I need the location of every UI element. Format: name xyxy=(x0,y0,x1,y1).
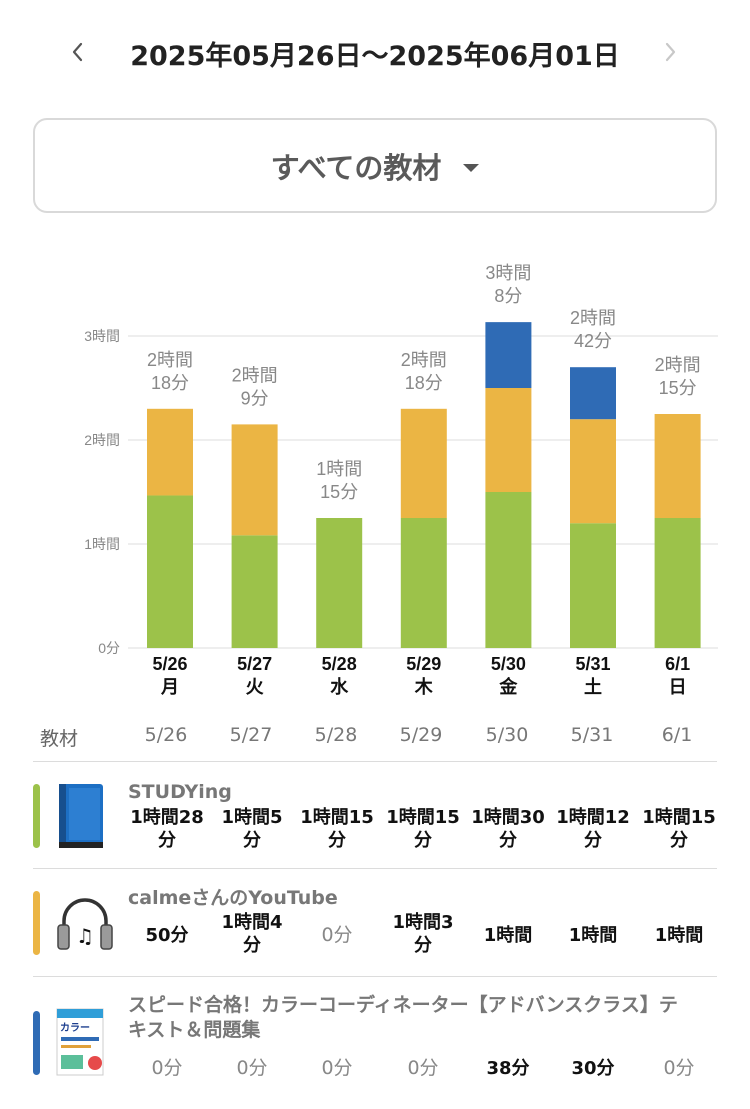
x-tick-label: 6/1 xyxy=(665,654,690,674)
time-cell: 1時間5 分 xyxy=(221,807,283,851)
x-tick-label: 5/27 xyxy=(237,654,272,674)
bar-segment xyxy=(147,495,193,648)
x-weekday-label: 水 xyxy=(330,676,349,697)
date-range-title: 2025年05月26日〜2025年06月01日 xyxy=(130,41,620,72)
color-indicator xyxy=(33,891,40,955)
bar-segment xyxy=(231,535,278,648)
time-cell: 1時間15 分 xyxy=(642,807,716,851)
column-header-date: 5/30 xyxy=(485,724,529,746)
bar-total-label: 8分 xyxy=(494,286,522,306)
chevron-right-icon[interactable] xyxy=(654,32,690,72)
column-header-date: 5/29 xyxy=(399,724,443,746)
header: 2025年05月26日〜2025年06月01日 xyxy=(0,0,750,100)
material-row-youtube[interactable]: ♫ calmeさんのYouTube 50分 1時間4 分 0分 1時間3 分 1時間… xyxy=(33,868,717,976)
material-filter-label: すべての教材 xyxy=(270,150,442,185)
y-tick-label: 0分 xyxy=(98,640,120,656)
table-header: 教材 5/26 5/27 5/28 5/29 5/30 5/31 6/1 xyxy=(0,720,750,760)
x-tick-label: 5/29 xyxy=(406,654,441,674)
bar-segment xyxy=(400,408,447,518)
time-cell: 0分 xyxy=(321,924,353,946)
chevron-left-icon[interactable] xyxy=(60,32,96,72)
time-cell: 1時間30 分 xyxy=(471,807,545,851)
time-cell: 1時間 xyxy=(654,925,704,946)
bar-segment xyxy=(654,414,701,518)
material-filter-dropdown[interactable]: すべての教材 xyxy=(33,118,717,213)
bar-segment xyxy=(570,419,616,524)
time-cell: 1時間15 分 xyxy=(386,807,460,851)
bar-segment xyxy=(570,523,616,648)
material-name: calmeさんのYouTube xyxy=(128,887,338,909)
time-cell: 1時間4 分 xyxy=(221,912,283,956)
time-cell: 1時間15 分 xyxy=(300,807,374,851)
column-header-date: 5/31 xyxy=(570,724,614,746)
x-weekday-label: 金 xyxy=(498,676,518,697)
bar-segment xyxy=(570,367,616,420)
x-tick-label: 5/30 xyxy=(491,654,526,674)
bar-total-label: 18分 xyxy=(405,373,443,393)
column-header-date: 5/28 xyxy=(314,724,358,746)
bar-total-label: 18分 xyxy=(151,373,189,393)
y-tick-label: 1時間 xyxy=(84,536,120,552)
headphones-icon: ♫ xyxy=(57,898,113,950)
bar-total-label: 2時間 xyxy=(570,308,616,328)
x-tick-label: 5/26 xyxy=(152,654,187,674)
study-time-chart: 0分 1時間 2時間 3時間 2時間 18分 5/26 月 2時間 9分 5/27 火 1時間 15分 5/… xyxy=(84,263,718,697)
time-cell: 0分 xyxy=(151,1057,183,1079)
x-tick-label: 5/31 xyxy=(575,654,610,674)
x-weekday-label: 火 xyxy=(246,677,265,697)
bar-total-label: 2時間 xyxy=(401,350,447,370)
time-cell: 0分 xyxy=(407,1057,439,1079)
time-cell: 1時間3 分 xyxy=(392,912,454,956)
time-cell: 1時間 xyxy=(483,925,533,946)
x-weekday-label: 木 xyxy=(414,676,434,697)
material-row-studying[interactable]: STUDYing 1時間28 分 1時間5 分 1時間15 分 1時間15 分 1時間3… xyxy=(33,761,717,868)
bar-total-label: 1時間 xyxy=(316,459,362,479)
book-icon xyxy=(59,784,103,848)
column-header-date: 6/1 xyxy=(661,724,693,746)
color-indicator xyxy=(33,784,40,848)
bar-total-label: 15分 xyxy=(320,482,358,502)
bar-total-label: 9分 xyxy=(241,388,269,408)
bar-total-label: 42分 xyxy=(574,331,612,351)
material-name: STUDYing xyxy=(128,781,232,803)
svg-text:カラー: カラー xyxy=(60,1022,90,1034)
bar-total-label: 2時間 xyxy=(232,365,278,385)
time-cell: 38分 xyxy=(486,1058,530,1079)
x-weekday-label: 月 xyxy=(160,677,179,697)
column-header-material: 教材 xyxy=(40,728,79,750)
time-cell: 0分 xyxy=(321,1057,353,1079)
y-tick-label: 2時間 xyxy=(84,432,120,448)
column-header-date: 5/27 xyxy=(229,724,273,746)
bar-segment xyxy=(485,388,532,492)
column-header-date: 5/26 xyxy=(144,724,188,746)
time-cell: 30分 xyxy=(571,1058,615,1079)
caret-down-icon xyxy=(463,163,480,172)
bar-total-label: 2時間 xyxy=(655,355,701,375)
bar-total-label: 3時間 xyxy=(485,263,531,283)
bar-segment xyxy=(654,518,701,648)
bar-segment xyxy=(231,424,278,536)
bar-total-label: 2時間 xyxy=(147,350,193,370)
bar-segment xyxy=(147,408,193,496)
svg-text:♫: ♫ xyxy=(76,924,94,948)
bar-segment xyxy=(485,322,532,388)
time-cell: 0分 xyxy=(236,1057,268,1079)
time-cell: 0分 xyxy=(663,1057,695,1079)
x-tick-label: 5/28 xyxy=(322,654,357,674)
time-cell: 50分 xyxy=(145,925,189,946)
book-cover-icon: カラー xyxy=(56,1008,104,1076)
time-cell: 1時間12 分 xyxy=(556,807,630,851)
material-name: スピード合格！カラーコーディネーター【アドバンスクラス】テ キスト＆問題集 xyxy=(128,994,678,1041)
x-weekday-label: 日 xyxy=(669,677,687,697)
material-row-textbook[interactable]: カラー スピード合格！カラーコーディネーター【アドバンスクラス】テ キスト＆問題… xyxy=(33,976,717,1109)
bar-segment xyxy=(316,518,363,648)
bar-segment xyxy=(400,518,447,648)
y-tick-label: 3時間 xyxy=(84,328,120,344)
time-cell: 1時間 xyxy=(568,925,618,946)
color-indicator xyxy=(33,1011,40,1075)
bar-total-label: 15分 xyxy=(659,378,697,398)
x-weekday-label: 土 xyxy=(584,677,602,697)
bar-segment xyxy=(485,492,532,648)
time-cell: 1時間28 分 xyxy=(130,807,204,851)
